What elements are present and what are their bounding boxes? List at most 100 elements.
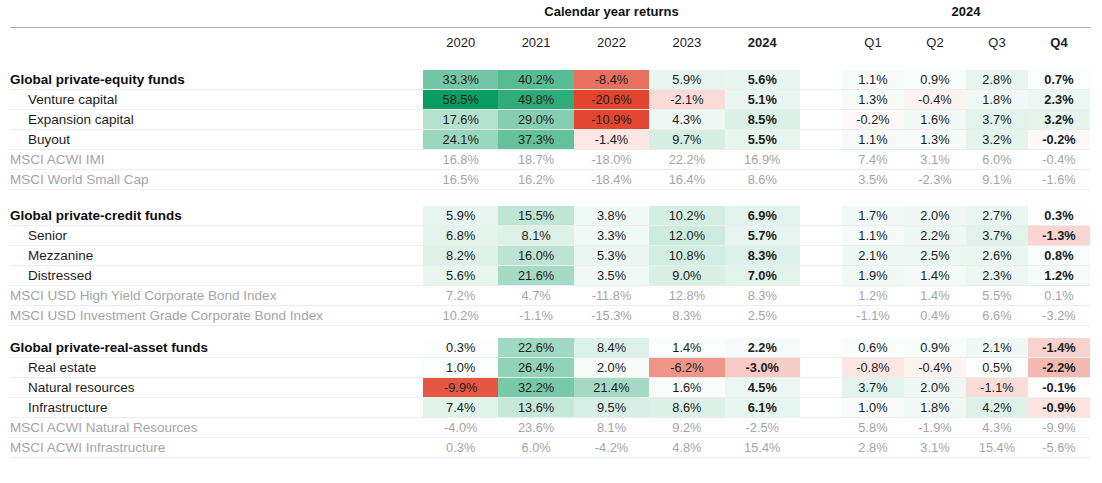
table-row: Global private-equity funds33.3%40.2%-8.… (10, 70, 1090, 90)
value-cell: 8.5% (725, 110, 800, 129)
value-cell: 2.8% (966, 70, 1028, 89)
value-cell: 18.7% (498, 150, 573, 169)
value-cell: 3.7% (966, 226, 1028, 245)
column-gap (800, 358, 842, 377)
value-cell: -0.9% (1028, 398, 1090, 417)
value-cell: 5.5% (966, 286, 1028, 305)
value-cell: 1.1% (842, 226, 904, 245)
value-cell: 10.8% (649, 246, 724, 265)
value-cell: 16.9% (725, 150, 800, 169)
value-cell: 2.3% (1028, 90, 1090, 109)
row-label: MSCI ACWI Infrastructure (10, 438, 423, 457)
table-row: Natural resources-9.9%32.2%21.4%1.6%4.5%… (10, 378, 1090, 398)
value-cell: 5.8% (842, 418, 904, 437)
row-label: MSCI USD Investment Grade Corporate Bond… (10, 306, 423, 325)
value-cell: 7.0% (725, 266, 800, 285)
value-cell: 7.4% (423, 398, 498, 417)
column-gap (800, 418, 842, 437)
column-gap (800, 438, 842, 457)
column-gap (800, 398, 842, 417)
value-cell: -0.8% (842, 358, 904, 377)
value-cell: 0.1% (1028, 286, 1090, 305)
row-label: Natural resources (10, 378, 423, 397)
value-cell: 33.3% (423, 70, 498, 89)
value-cell: -2.5% (725, 418, 800, 437)
column-gap (800, 150, 842, 169)
value-cell: 2.2% (725, 338, 800, 357)
value-cell: 6.0% (498, 438, 573, 457)
row-label: Senior (10, 226, 423, 245)
value-cell: 2.0% (904, 206, 966, 225)
row-label: MSCI ACWI IMI (10, 150, 423, 169)
quarter-header-q4: Q4 (1028, 28, 1090, 58)
value-cell: 2.3% (966, 266, 1028, 285)
value-cell: 2.1% (842, 246, 904, 265)
row-label: Expansion capital (10, 110, 423, 129)
value-cell: 1.0% (842, 398, 904, 417)
value-cell: 4.7% (498, 286, 573, 305)
value-cell: 12.8% (649, 286, 724, 305)
column-gap (800, 70, 842, 89)
table-row: Real estate1.0%26.4%2.0%-6.2%-3.0%-0.8%-… (10, 358, 1090, 378)
value-cell: 3.7% (966, 110, 1028, 129)
value-cell: 9.2% (649, 418, 724, 437)
value-cell: 8.3% (649, 306, 724, 325)
value-cell: -20.6% (574, 90, 649, 109)
value-cell: 8.1% (498, 226, 573, 245)
value-cell: 40.2% (498, 70, 573, 89)
value-cell: -0.1% (1028, 378, 1090, 397)
value-cell: 3.5% (574, 266, 649, 285)
row-label: Global private-real-asset funds (10, 338, 423, 357)
table-row: Infrastructure7.4%13.6%9.5%8.6%6.1%1.0%1… (10, 398, 1090, 418)
table-section-2: Global private-credit funds5.9%15.5%3.8%… (10, 206, 1090, 326)
value-cell: 1.2% (842, 286, 904, 305)
row-label: Infrastructure (10, 398, 423, 417)
value-cell: -6.2% (649, 358, 724, 377)
value-cell: 5.3% (574, 246, 649, 265)
value-cell: 0.8% (1028, 246, 1090, 265)
value-cell: -0.4% (1028, 150, 1090, 169)
value-cell: -9.9% (1028, 418, 1090, 437)
value-cell: -4.0% (423, 418, 498, 437)
column-group-calendar-year-returns: Calendar year returns (423, 0, 800, 27)
value-cell: 1.1% (842, 130, 904, 149)
value-cell: -9.9% (423, 378, 498, 397)
value-cell: 23.6% (498, 418, 573, 437)
value-cell: -1.4% (1028, 338, 1090, 357)
value-cell: 8.4% (574, 338, 649, 357)
value-cell: -10.9% (574, 110, 649, 129)
value-cell: 22.6% (498, 338, 573, 357)
value-cell: 15.4% (725, 438, 800, 457)
value-cell: -1.1% (966, 378, 1028, 397)
value-cell: 16.5% (423, 170, 498, 189)
value-cell: 8.1% (574, 418, 649, 437)
value-cell: 1.8% (904, 398, 966, 417)
value-cell: 8.6% (649, 398, 724, 417)
value-cell: 2.8% (842, 438, 904, 457)
row-label: MSCI USD High Yield Corporate Bond Index (10, 286, 423, 305)
value-cell: 6.1% (725, 398, 800, 417)
value-cell: -5.6% (1028, 438, 1090, 457)
value-cell: 21.6% (498, 266, 573, 285)
empty-corner-cell (10, 0, 423, 27)
column-gap (800, 130, 842, 149)
value-cell: -11.8% (574, 286, 649, 305)
value-cell: -2.1% (649, 90, 724, 109)
column-group-2024: 2024 (842, 0, 1090, 27)
value-cell: 16.4% (649, 170, 724, 189)
column-gap (800, 338, 842, 357)
value-cell: 15.5% (498, 206, 573, 225)
value-cell: -1.3% (1028, 226, 1090, 245)
table-row: Senior6.8%8.1%3.3%12.0%5.7%1.1%2.2%3.7%-… (10, 226, 1090, 246)
value-cell: 0.4% (904, 306, 966, 325)
value-cell: -8.4% (574, 70, 649, 89)
value-cell: 13.6% (498, 398, 573, 417)
value-cell: 6.6% (966, 306, 1028, 325)
value-cell: 1.6% (904, 110, 966, 129)
returns-heatmap-table: Calendar year returns 2024 2020202120222… (0, 0, 1090, 458)
value-cell: 1.4% (649, 338, 724, 357)
value-cell: 2.0% (574, 358, 649, 377)
table-row: Mezzanine8.2%16.0%5.3%10.8%8.3%2.1%2.5%2… (10, 246, 1090, 266)
value-cell: 49.8% (498, 90, 573, 109)
value-cell: 3.3% (574, 226, 649, 245)
